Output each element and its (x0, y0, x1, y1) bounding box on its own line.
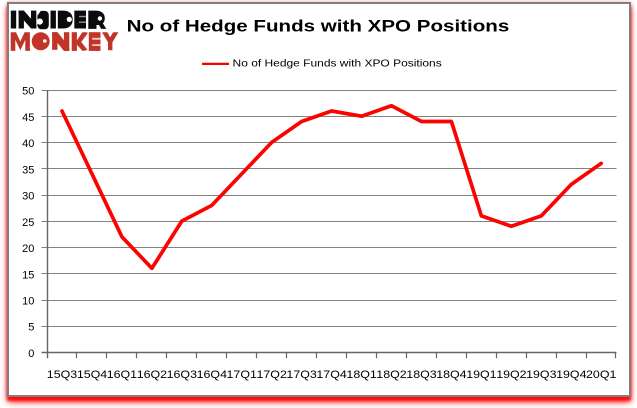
svg-text:15Q4: 15Q4 (77, 368, 108, 381)
svg-text:19Q2: 19Q2 (496, 368, 526, 381)
svg-text:19Q3: 19Q3 (526, 368, 557, 381)
svg-text:0: 0 (28, 348, 34, 360)
svg-text:17Q2: 17Q2 (257, 368, 287, 381)
svg-text:19Q4: 19Q4 (556, 368, 587, 381)
svg-text:19Q1: 19Q1 (466, 368, 497, 381)
svg-text:40: 40 (22, 138, 34, 150)
svg-text:16Q1: 16Q1 (107, 368, 138, 381)
svg-text:25: 25 (22, 217, 34, 229)
svg-text:15: 15 (22, 269, 34, 281)
svg-text:20: 20 (22, 243, 34, 255)
svg-text:16Q2: 16Q2 (137, 368, 167, 381)
svg-text:18Q3: 18Q3 (406, 368, 437, 381)
svg-text:16Q4: 16Q4 (197, 368, 228, 381)
svg-text:45: 45 (22, 112, 34, 124)
svg-text:35: 35 (22, 164, 34, 176)
svg-text:No of Hedge Funds with XPO Pos: No of Hedge Funds with XPO Positions (233, 58, 443, 69)
svg-text:30: 30 (22, 191, 34, 203)
svg-text:18Q2: 18Q2 (376, 368, 406, 381)
svg-text:20Q1: 20Q1 (586, 368, 617, 381)
svg-text:16Q3: 16Q3 (167, 368, 198, 381)
svg-text:5: 5 (28, 322, 34, 334)
svg-text:18Q1: 18Q1 (346, 368, 377, 381)
svg-text:17Q3: 17Q3 (286, 368, 317, 381)
svg-text:15Q3: 15Q3 (47, 368, 78, 381)
svg-text:50: 50 (22, 86, 34, 98)
svg-text:10: 10 (22, 296, 34, 308)
svg-text:17Q1: 17Q1 (227, 368, 258, 381)
svg-text:18Q4: 18Q4 (436, 368, 467, 381)
svg-text:No of Hedge Funds with XPO Pos: No of Hedge Funds with XPO Positions (127, 16, 510, 35)
svg-text:17Q4: 17Q4 (316, 368, 347, 381)
